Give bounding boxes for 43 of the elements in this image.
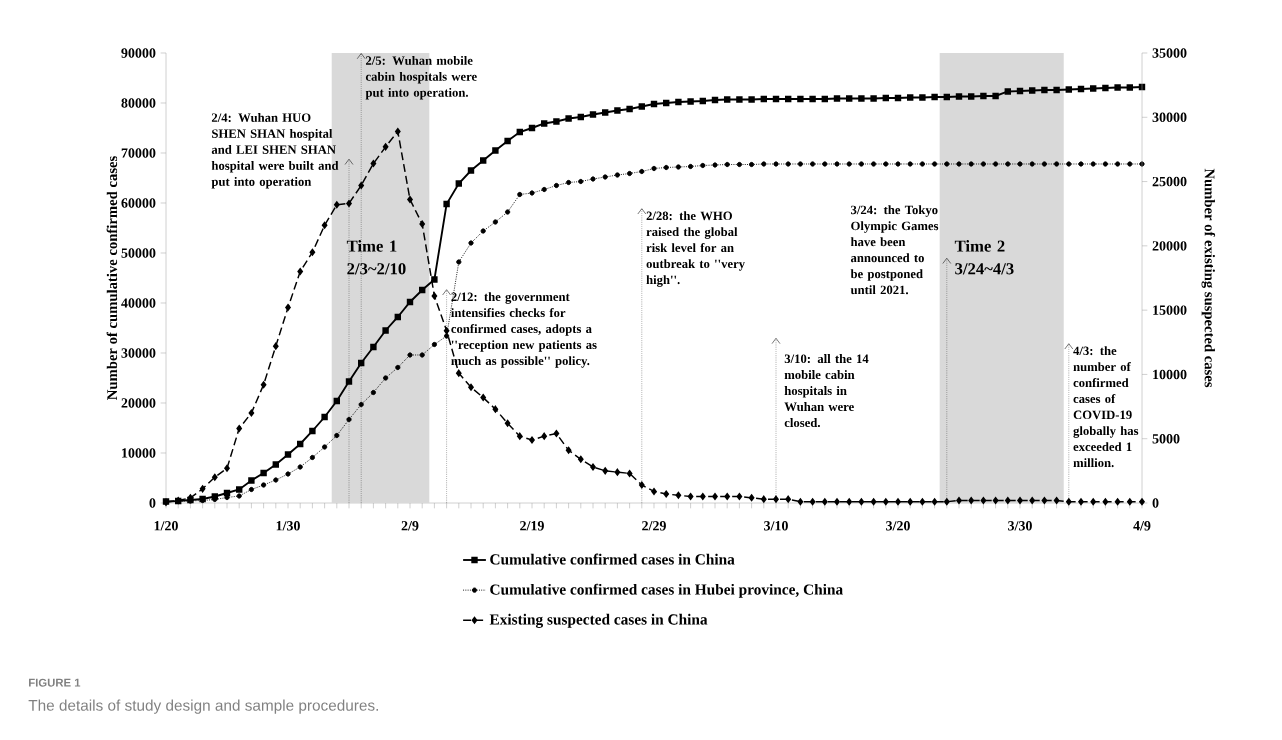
y2-tick-label: 0 <box>1152 498 1159 508</box>
y-tick-label: 50000 <box>121 248 156 258</box>
band-label: Time 1 2/3~2/10 <box>346 240 406 275</box>
y2-tick-label: 5000 <box>1152 433 1180 444</box>
x-tick-label: 2/19 <box>520 521 544 531</box>
x-tick-label: 2/9 <box>401 521 419 531</box>
y2-tick-label: 30000 <box>1152 112 1187 123</box>
x-tick-label: 3/30 <box>1008 521 1032 531</box>
ref-line-label: 2/4: Wuhan HUO SHEN SHAN hospital and LEI SHEN SHAN hospital were built and put into operation <box>211 113 339 189</box>
x-tick-label: 1/20 <box>154 521 178 531</box>
legend-label: Cumulative confirmed cases in China <box>490 553 735 565</box>
ref-line-label: 2/5: Wuhan mobile cabin hospitals were put into operation. <box>365 55 477 100</box>
y-axis-title: Number of cumulative confirmed cases <box>106 156 118 400</box>
x-tick-label: 2/29 <box>642 521 666 531</box>
x-tick-label: 1/30 <box>276 521 300 531</box>
legend-label: Existing suspected cases in China <box>489 613 708 628</box>
legend-label: Cumulative confirmed cases in Hubei province, China <box>490 583 843 598</box>
ref-line-label: 3/10: all the 14 mobile cabin hospitals in Wuhan were closed. <box>784 354 869 428</box>
y-tick-label: 10000 <box>122 448 156 458</box>
x-tick-label: 3/20 <box>886 521 910 531</box>
ref-line-label: 4/3: the number of confirmed cases of COVID-19 globally has exceeded 1 million. <box>1073 346 1139 468</box>
y-tick-label: 30000 <box>121 348 156 358</box>
caption: FIGURE 1 <box>29 678 81 687</box>
x-tick-label: 3/10 <box>764 521 788 531</box>
y-tick-label: 20000 <box>121 398 156 408</box>
ref-line-label: 3/24: the Tokyo Olympic Games have been announced to be postponed until 2021. <box>850 205 939 295</box>
y-tick-label: 80000 <box>121 98 156 108</box>
y2-tick-label: 35000 <box>1152 48 1187 58</box>
y-tick-label: 60000 <box>121 198 156 208</box>
y2-tick-label: 10000 <box>1153 369 1187 380</box>
ref-line-label: 2/12: the government intensifies checks for confirmed cases, adopts a ''reception new patients as much as possible'' policy. <box>451 292 597 368</box>
y2-tick-label: 25000 <box>1152 176 1187 187</box>
y2-tick-label: 20000 <box>1152 241 1187 251</box>
text: The details of study design and sample procedures. <box>28 699 378 714</box>
y-tick-label: 70000 <box>121 148 156 158</box>
y-tick-label: 0 <box>149 498 156 508</box>
x-tick-label: 4/9 <box>1133 521 1151 531</box>
ref-line-label: 2/28: the WHO raised the global risk level for an outbreak to ''very high''. <box>646 211 745 287</box>
y-tick-label: 40000 <box>121 298 156 308</box>
y2-axis-title: Number of existing suspected cases <box>1201 168 1216 388</box>
band-label: Time 2 3/24~4/3 <box>954 240 1014 275</box>
y2-tick-label: 15000 <box>1153 305 1187 315</box>
y-tick-label: 90000 <box>121 48 156 58</box>
